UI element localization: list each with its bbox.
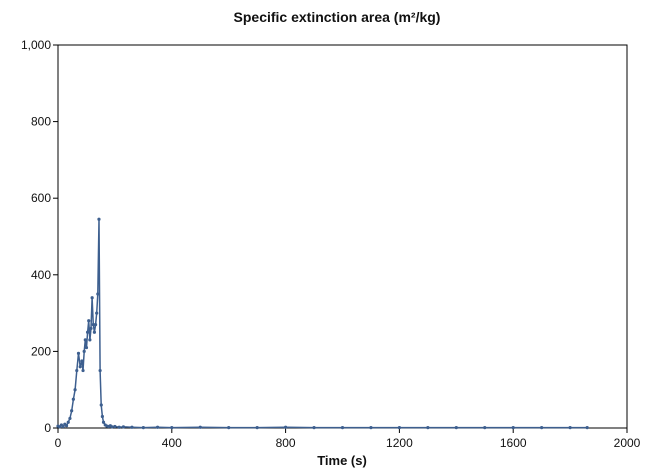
y-tick-label: 0 <box>44 421 51 435</box>
x-tick-label: 400 <box>162 436 182 450</box>
chart-title: Specific extinction area (m²/kg) <box>234 9 441 25</box>
data-point <box>92 330 97 334</box>
data-point <box>95 311 99 315</box>
data-point <box>117 425 121 429</box>
data-point <box>78 365 82 369</box>
x-tick-label: 1600 <box>500 436 527 450</box>
y-tick-label: 1,000 <box>21 38 51 52</box>
data-point <box>80 359 84 363</box>
data-point <box>81 368 85 373</box>
data-point <box>90 296 94 300</box>
data-point <box>88 338 92 342</box>
data-point <box>98 368 102 373</box>
data-point <box>66 420 70 424</box>
data-point <box>255 426 259 430</box>
data-point <box>568 426 572 430</box>
data-point <box>70 409 74 413</box>
data-point <box>426 426 430 430</box>
data-point <box>87 319 91 323</box>
data-point <box>110 425 114 429</box>
data-point <box>76 351 81 355</box>
y-axis-ticks: 0 200 400 600 800 1,000 <box>21 38 58 435</box>
data-point <box>61 424 65 429</box>
data-point <box>68 416 72 421</box>
y-tick-label: 600 <box>31 191 51 205</box>
data-point <box>483 426 487 430</box>
data-point <box>540 426 544 430</box>
data-point <box>113 424 117 429</box>
x-axis-ticks: 0 400 800 1200 1600 2000 <box>55 428 641 450</box>
x-axis-label: Time (s) <box>317 453 367 468</box>
data-point <box>454 426 458 430</box>
data-point <box>82 349 86 353</box>
data-point <box>155 425 160 429</box>
data-point <box>100 414 104 419</box>
data-point <box>73 388 77 392</box>
data-point <box>96 292 100 296</box>
data-point <box>130 425 134 429</box>
data-point <box>585 426 589 430</box>
data-point <box>84 345 89 350</box>
y-tick-label: 200 <box>31 344 51 358</box>
data-point <box>71 397 75 401</box>
data-point <box>312 426 316 430</box>
data-point <box>101 420 106 424</box>
data-point <box>75 368 79 373</box>
data-point <box>121 425 126 429</box>
data-point <box>91 322 95 327</box>
data-point <box>99 403 103 407</box>
x-tick-label: 1200 <box>386 436 413 450</box>
data-point <box>227 426 231 430</box>
data-point <box>170 426 174 430</box>
data-point <box>85 330 90 334</box>
data-point <box>397 426 401 430</box>
data-point <box>97 217 101 221</box>
data-point <box>198 425 202 429</box>
data-point <box>511 426 515 430</box>
x-tick-label: 0 <box>55 436 62 450</box>
data-point <box>369 426 373 430</box>
y-tick-label: 400 <box>31 268 51 282</box>
plot-area <box>57 44 628 429</box>
data-point <box>89 326 93 331</box>
data-point <box>93 322 98 327</box>
data-point <box>83 338 87 342</box>
y-tick-label: 800 <box>31 115 51 129</box>
x-tick-label: 800 <box>276 436 296 450</box>
data-point <box>284 425 288 429</box>
x-tick-label: 2000 <box>614 436 641 450</box>
data-point <box>141 426 145 430</box>
data-point <box>64 424 69 428</box>
series-layer <box>56 217 589 430</box>
data-point <box>340 426 345 430</box>
